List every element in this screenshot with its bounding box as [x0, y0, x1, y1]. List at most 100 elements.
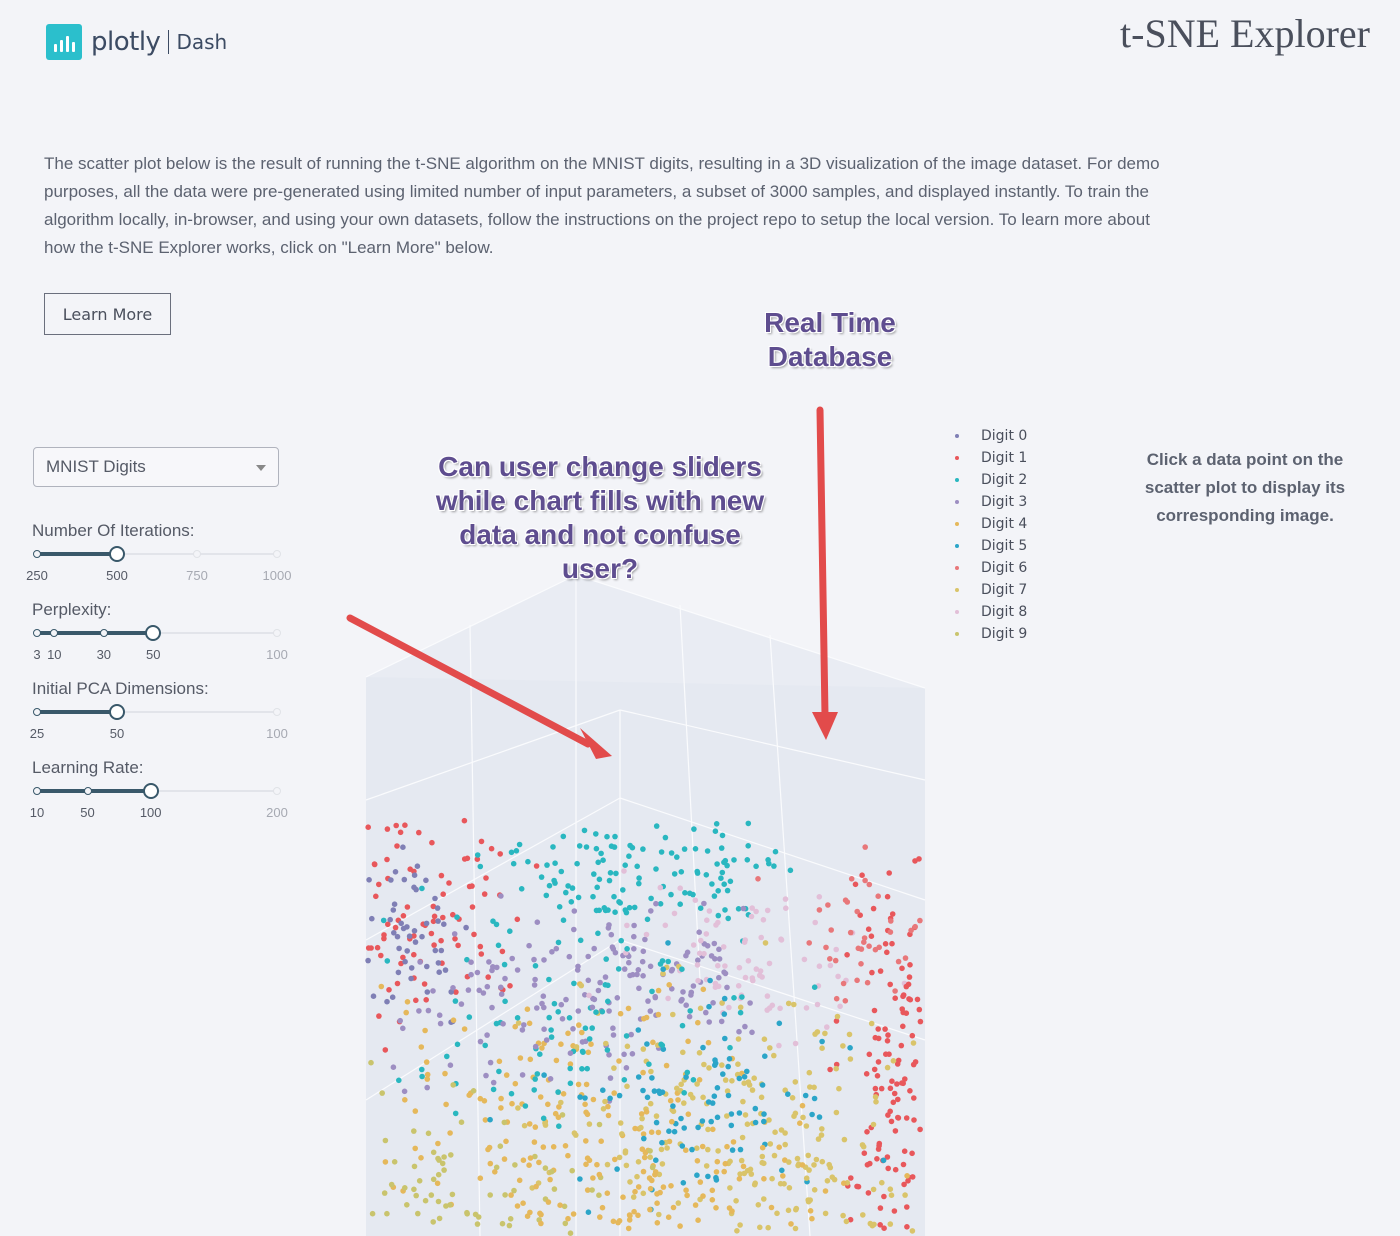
scatter-point[interactable]: [761, 1160, 767, 1167]
scatter-point[interactable]: [575, 1081, 582, 1088]
scatter-point[interactable]: [703, 931, 710, 937]
scatter-point[interactable]: [386, 987, 392, 993]
scatter-point[interactable]: [391, 930, 397, 936]
scatter-point[interactable]: [791, 1113, 797, 1119]
scatter-point[interactable]: [541, 1004, 547, 1011]
scatter-point[interactable]: [766, 960, 773, 967]
scatter-point[interactable]: [722, 963, 728, 969]
scatter-point[interactable]: [541, 957, 547, 963]
scatter-point[interactable]: [825, 902, 831, 908]
scatter-point[interactable]: [870, 1121, 877, 1128]
scatter-point[interactable]: [636, 880, 642, 887]
scatter-point[interactable]: [834, 1013, 841, 1020]
scatter-point[interactable]: [686, 1013, 693, 1020]
scatter-point[interactable]: [881, 1225, 887, 1231]
scatter-point[interactable]: [740, 1098, 746, 1105]
scatter-point[interactable]: [679, 1022, 686, 1029]
scatter-point[interactable]: [442, 1070, 448, 1077]
scatter-point[interactable]: [718, 1018, 725, 1025]
scatter-point[interactable]: [652, 1171, 658, 1178]
scatter-point[interactable]: [749, 905, 755, 911]
scatter-point[interactable]: [714, 1085, 721, 1091]
scatter-point[interactable]: [833, 1065, 839, 1072]
scatter-point[interactable]: [692, 846, 699, 852]
scatter-point[interactable]: [404, 904, 411, 910]
scatter-point[interactable]: [680, 1049, 686, 1056]
scatter-point[interactable]: [654, 1220, 661, 1226]
scatter-point[interactable]: [625, 1225, 632, 1232]
scatter-point[interactable]: [776, 1144, 782, 1150]
scatter-point[interactable]: [706, 1019, 712, 1025]
scatter-point[interactable]: [608, 843, 615, 849]
scatter-point[interactable]: [436, 1157, 442, 1163]
scatter-point[interactable]: [648, 1068, 654, 1075]
scatter-point[interactable]: [629, 1051, 636, 1057]
scatter-point[interactable]: [454, 1041, 461, 1048]
scatter-point[interactable]: [884, 893, 891, 900]
scatter-point[interactable]: [555, 1009, 561, 1015]
scatter-point[interactable]: [384, 998, 390, 1005]
scatter-point[interactable]: [650, 1039, 656, 1046]
scatter-point[interactable]: [670, 1011, 676, 1018]
scatter-point[interactable]: [463, 924, 469, 931]
scatter-point[interactable]: [812, 1031, 818, 1037]
scatter-point[interactable]: [900, 1023, 906, 1030]
scatter-point[interactable]: [696, 1050, 703, 1056]
scatter-point[interactable]: [371, 861, 378, 868]
scatter-point[interactable]: [423, 920, 430, 927]
scatter-point[interactable]: [639, 1115, 645, 1122]
scatter-point[interactable]: [610, 1032, 617, 1038]
scatter-point[interactable]: [659, 1139, 665, 1146]
scatter-point[interactable]: [828, 927, 834, 933]
scatter-point[interactable]: [890, 1058, 897, 1064]
scatter-point[interactable]: [441, 1167, 447, 1173]
scatter-point[interactable]: [721, 995, 728, 1002]
scatter-point[interactable]: [657, 884, 664, 891]
scatter-point[interactable]: [882, 941, 889, 947]
scatter-point[interactable]: [719, 832, 726, 839]
scatter-point[interactable]: [605, 1103, 611, 1110]
scatter-point[interactable]: [644, 1094, 651, 1101]
scatter-point[interactable]: [512, 1162, 518, 1168]
scatter-point[interactable]: [917, 1018, 924, 1025]
scatter-point[interactable]: [398, 920, 404, 927]
scatter-point[interactable]: [542, 1122, 549, 1128]
scatter-point[interactable]: [600, 1106, 607, 1112]
scatter-point[interactable]: [811, 1162, 817, 1168]
scatter-point[interactable]: [540, 993, 547, 999]
scatter-point[interactable]: [477, 863, 484, 870]
scatter-point[interactable]: [447, 1062, 454, 1068]
scatter-point[interactable]: [623, 1065, 630, 1071]
scatter-point[interactable]: [660, 970, 666, 977]
scatter-point[interactable]: [586, 1157, 593, 1164]
scatter-point[interactable]: [483, 1072, 489, 1079]
scatter-point[interactable]: [874, 1156, 880, 1162]
scatter-point[interactable]: [379, 1090, 385, 1096]
scatter-point[interactable]: [596, 1121, 603, 1128]
scatter-point[interactable]: [681, 846, 688, 852]
scatter-point[interactable]: [498, 991, 505, 997]
scatter-point[interactable]: [706, 1003, 712, 1010]
scatter-point[interactable]: [671, 910, 678, 917]
scatter-point[interactable]: [760, 917, 767, 923]
scatter-point[interactable]: [430, 1149, 437, 1156]
scatter-point[interactable]: [588, 1041, 594, 1047]
scatter-point[interactable]: [776, 1020, 783, 1027]
scatter-point[interactable]: [582, 1095, 588, 1101]
legend-item[interactable]: Digit 8: [955, 601, 1027, 623]
scatter-point[interactable]: [683, 1002, 689, 1008]
scatter-point[interactable]: [657, 1189, 663, 1196]
scatter-point[interactable]: [435, 1171, 442, 1178]
scatter-point[interactable]: [432, 947, 439, 954]
scatter-point[interactable]: [485, 974, 491, 980]
scatter-point[interactable]: [728, 1111, 735, 1117]
scatter-point[interactable]: [559, 1016, 566, 1022]
scatter-point[interactable]: [833, 1018, 840, 1024]
scatter-point[interactable]: [366, 877, 372, 883]
scatter-point[interactable]: [390, 1064, 397, 1070]
scatter-point[interactable]: [430, 1219, 436, 1225]
scatter-point[interactable]: [649, 1075, 655, 1081]
scatter-point[interactable]: [616, 1218, 623, 1224]
scatter-point[interactable]: [567, 1061, 574, 1067]
scatter-point[interactable]: [887, 981, 893, 988]
